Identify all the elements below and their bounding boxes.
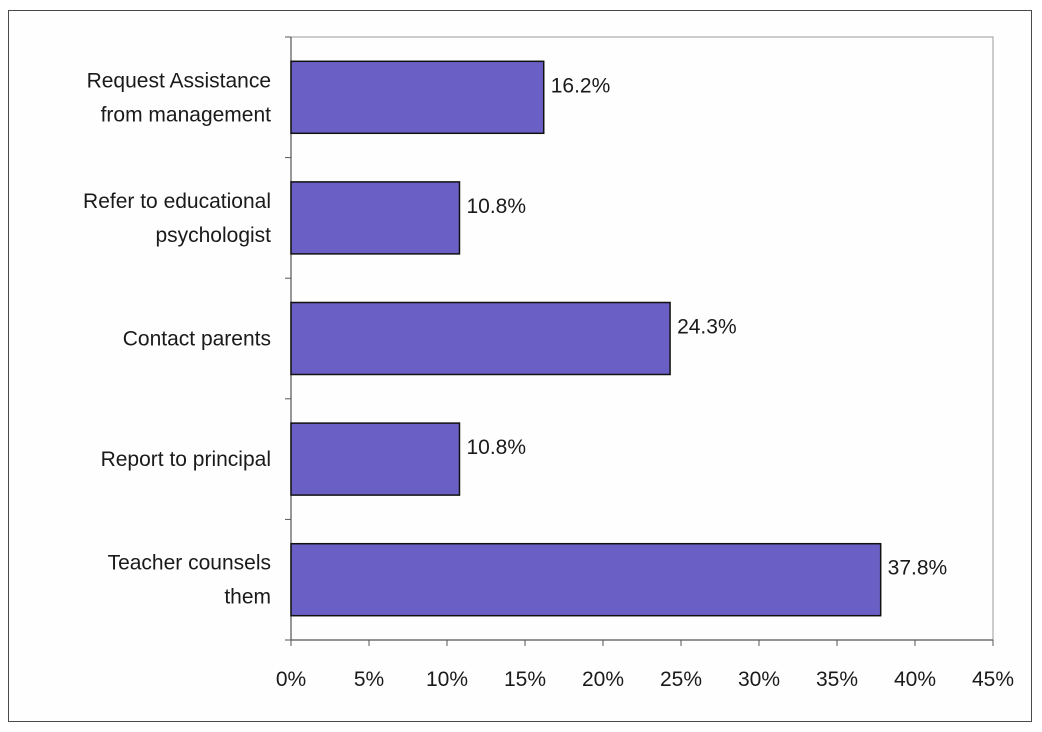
x-tick-label: 5% xyxy=(354,668,384,691)
category-label-line: Request Assistance xyxy=(87,69,271,92)
category-label-line: Contact parents xyxy=(123,328,271,351)
category-label: Report to principal xyxy=(101,448,271,471)
x-tick-label: 20% xyxy=(582,668,624,691)
bar xyxy=(290,181,461,255)
x-tick-label: 0% xyxy=(276,668,306,691)
x-tick-label: 15% xyxy=(504,668,546,691)
x-tick-label: 10% xyxy=(426,668,468,691)
data-label: 16.2% xyxy=(551,74,611,97)
category-label-line: them xyxy=(224,586,271,609)
x-tick-label: 45% xyxy=(972,668,1014,691)
bar xyxy=(290,301,671,376)
category-label: Contact parents xyxy=(123,328,271,351)
bar xyxy=(290,422,461,496)
x-tick-label: 25% xyxy=(660,668,702,691)
category-label: Refer to educational psychologist xyxy=(83,190,271,247)
category-label: Request Assistance from management xyxy=(87,69,272,126)
category-label-line: psychologist xyxy=(155,224,271,247)
bars-group xyxy=(290,60,882,617)
category-label-line: from management xyxy=(101,103,272,126)
x-tick-label: 40% xyxy=(894,668,936,691)
category-labels: Request Assistance from management Refer t… xyxy=(83,69,271,608)
data-label: 37.8% xyxy=(888,557,948,580)
category-label: Teacher counsels them xyxy=(108,552,271,609)
category-label-line: Report to principal xyxy=(101,448,271,471)
data-label: 24.3% xyxy=(677,316,737,339)
category-label-line: Teacher counsels xyxy=(108,552,271,575)
x-tick-label: 30% xyxy=(738,668,780,691)
bar xyxy=(290,542,882,617)
data-labels: 16.2% 10.8% 24.3% 10.8% 37.8% xyxy=(466,74,947,579)
x-axis-ticks: 0% 5% 10% 15% 20% 25% 30% 35% 40% 45% xyxy=(276,640,1014,691)
data-label: 10.8% xyxy=(466,195,526,218)
x-tick-label: 35% xyxy=(816,668,858,691)
category-label-line: Refer to educational xyxy=(83,190,271,213)
bar xyxy=(290,60,545,135)
data-label: 10.8% xyxy=(466,436,526,459)
